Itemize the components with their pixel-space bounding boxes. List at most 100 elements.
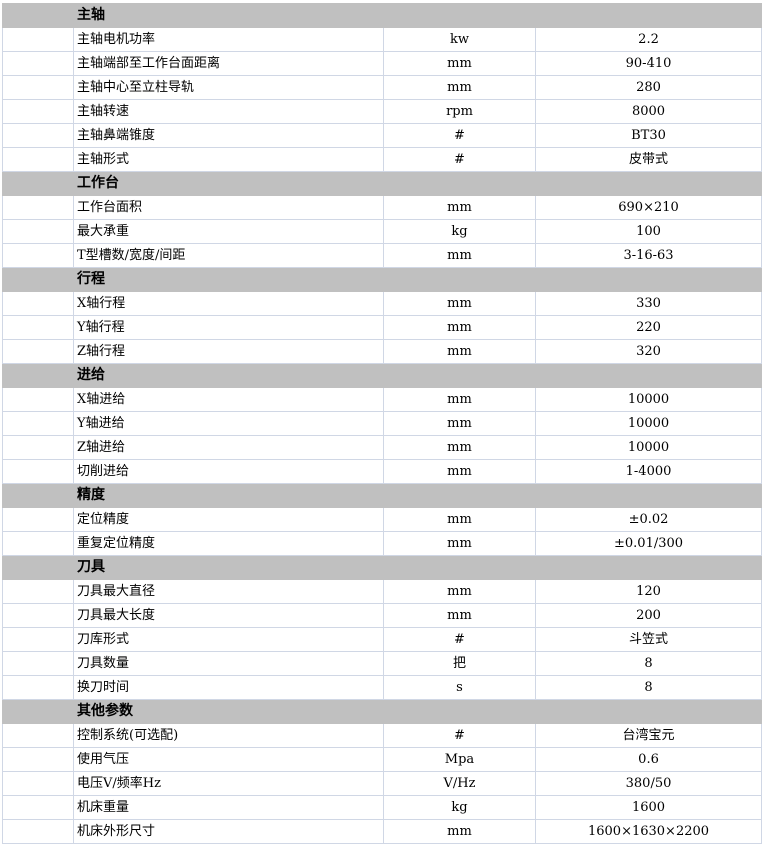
blank-cell	[2, 363, 74, 388]
blank-cell	[2, 651, 74, 676]
param-name: 主轴电机功率	[73, 27, 384, 52]
param-value: 1600×1630×2200	[534, 819, 763, 844]
blank-cell	[2, 723, 74, 748]
param-unit: rpm	[383, 99, 536, 124]
param-unit: mm	[383, 531, 536, 556]
param-unit: kg	[383, 219, 536, 244]
blank-cell	[2, 603, 74, 628]
param-unit: #	[383, 723, 536, 748]
param-value: 10000	[534, 435, 763, 460]
table-row: 主轴端部至工作台面距离 mm 90-410	[2, 51, 763, 76]
param-unit: #	[383, 147, 536, 172]
table-row: Y轴进给 mm 10000	[2, 411, 763, 436]
param-unit: mm	[383, 603, 536, 628]
param-unit: mm	[383, 579, 536, 604]
param-value: 690×210	[534, 195, 763, 220]
param-unit: mm	[383, 459, 536, 484]
table-row: X轴行程 mm 330	[2, 291, 763, 316]
param-unit: s	[383, 675, 536, 700]
param-value: 320	[534, 339, 763, 364]
blank-cell	[2, 507, 74, 532]
section-title: 刀具	[72, 555, 763, 580]
param-name: 刀具最大长度	[73, 603, 384, 628]
table-row: Z轴行程 mm 320	[2, 339, 763, 364]
section-title: 主轴	[72, 3, 763, 28]
param-name: 控制系统(可选配)	[73, 723, 384, 748]
section-header: 进给	[2, 363, 763, 388]
table-row: T型槽数/宽度/间距 mm 3-16-63	[2, 243, 763, 268]
param-unit: mm	[383, 435, 536, 460]
blank-cell	[2, 51, 74, 76]
param-unit: #	[383, 627, 536, 652]
param-unit: mm	[383, 507, 536, 532]
blank-cell	[2, 171, 74, 196]
param-unit: mm	[383, 243, 536, 268]
param-name: X轴进给	[73, 387, 384, 412]
param-value: 10000	[534, 387, 763, 412]
table-row: 机床外形尺寸 mm 1600×1630×2200	[2, 819, 763, 844]
blank-cell	[2, 459, 74, 484]
blank-cell	[2, 147, 74, 172]
param-unit: mm	[383, 819, 536, 844]
param-value: 1-4000	[534, 459, 763, 484]
blank-cell	[2, 267, 74, 292]
param-name: 使用气压	[73, 747, 384, 772]
table-row: 最大承重 kg 100	[2, 219, 763, 244]
table-row: 刀库形式 # 斗笠式	[2, 627, 763, 652]
blank-cell	[2, 339, 74, 364]
blank-cell	[2, 195, 74, 220]
param-value: 8	[534, 675, 763, 700]
param-name: 最大承重	[73, 219, 384, 244]
table-row: 使用气压 Mpa 0.6	[2, 747, 763, 772]
blank-cell	[2, 411, 74, 436]
param-value: 8000	[534, 99, 763, 124]
section-header: 刀具	[2, 555, 763, 580]
section-header: 精度	[2, 483, 763, 508]
blank-cell	[2, 795, 74, 820]
blank-cell	[2, 579, 74, 604]
blank-cell	[2, 75, 74, 100]
param-unit: mm	[383, 411, 536, 436]
param-value: 330	[534, 291, 763, 316]
table-row: X轴进给 mm 10000	[2, 387, 763, 412]
blank-cell	[2, 387, 74, 412]
section-title: 精度	[72, 483, 763, 508]
blank-cell	[2, 3, 74, 28]
param-value: 3-16-63	[534, 243, 763, 268]
param-name: 刀库形式	[73, 627, 384, 652]
param-unit: mm	[383, 387, 536, 412]
param-name: 刀具最大直径	[73, 579, 384, 604]
param-name: 主轴转速	[73, 99, 384, 124]
table-row: 主轴转速 rpm 8000	[2, 99, 763, 124]
table-row: 控制系统(可选配) # 台湾宝元	[2, 723, 763, 748]
table-row: 换刀时间 s 8	[2, 675, 763, 700]
spec-table: 主轴 主轴电机功率 kw 2.2 主轴端部至工作台面距离 mm 90-410 主轴中心至立柱导…	[2, 3, 763, 844]
param-name: 切削进给	[73, 459, 384, 484]
param-value: 10000	[534, 411, 763, 436]
param-name: 刀具数量	[73, 651, 384, 676]
param-value: 1600	[534, 795, 763, 820]
table-row: 重复定位精度 mm ±0.01/300	[2, 531, 763, 556]
section-title: 行程	[72, 267, 763, 292]
param-name: X轴行程	[73, 291, 384, 316]
blank-cell	[2, 27, 74, 52]
param-name: 主轴端部至工作台面距离	[73, 51, 384, 76]
blank-cell	[2, 675, 74, 700]
blank-cell	[2, 627, 74, 652]
section-header: 行程	[2, 267, 763, 292]
param-name: Z轴行程	[73, 339, 384, 364]
blank-cell	[2, 531, 74, 556]
param-name: 主轴形式	[73, 147, 384, 172]
param-name: T型槽数/宽度/间距	[73, 243, 384, 268]
blank-cell	[2, 291, 74, 316]
param-unit: mm	[383, 51, 536, 76]
param-value: 200	[534, 603, 763, 628]
param-name: 电压V/频率Hz	[73, 771, 384, 796]
param-unit: 把	[383, 651, 536, 676]
section-header: 工作台	[2, 171, 763, 196]
table-row: Z轴进给 mm 10000	[2, 435, 763, 460]
table-row: 电压V/频率Hz V/Hz 380/50	[2, 771, 763, 796]
param-unit: mm	[383, 195, 536, 220]
param-name: 重复定位精度	[73, 531, 384, 556]
param-name: 机床外形尺寸	[73, 819, 384, 844]
